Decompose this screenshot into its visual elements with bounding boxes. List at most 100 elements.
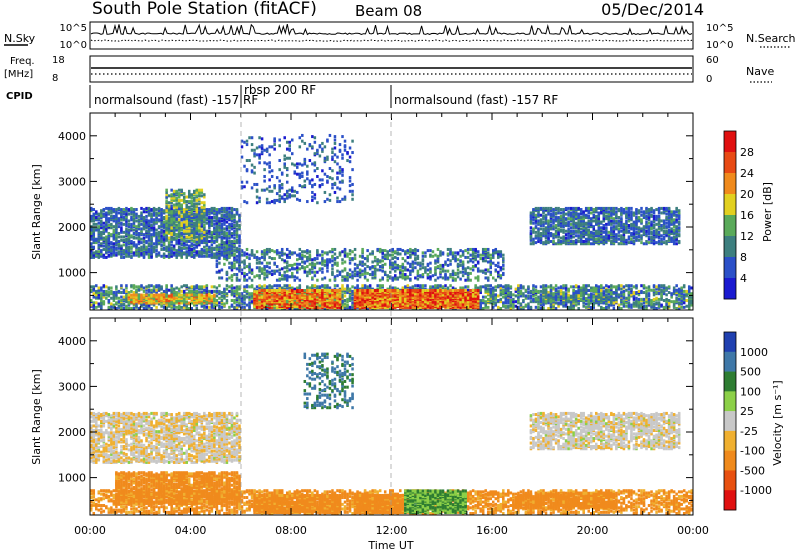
power-cell xyxy=(92,241,96,245)
power-cell xyxy=(165,254,168,258)
power-cell xyxy=(110,289,113,293)
power-cell xyxy=(243,294,246,298)
power-cell xyxy=(182,289,186,293)
power-cell xyxy=(115,210,118,214)
power-cell xyxy=(162,246,166,250)
power-cell xyxy=(105,249,108,253)
power-cell xyxy=(132,208,136,212)
power-cell xyxy=(190,204,194,208)
power-cell xyxy=(527,291,530,295)
power-cell xyxy=(167,204,171,208)
power-cell xyxy=(185,307,188,310)
power-cell xyxy=(150,208,153,212)
power-cell xyxy=(102,253,106,257)
power-cell xyxy=(223,287,226,291)
power-cell xyxy=(172,237,176,241)
nsky-strip-frame xyxy=(89,21,694,50)
power-cell xyxy=(100,219,103,223)
power-cell xyxy=(92,235,96,239)
power-cell xyxy=(170,249,173,253)
power-cell xyxy=(97,217,101,221)
power-cell xyxy=(253,287,256,291)
power-cell xyxy=(326,288,329,292)
power-cell xyxy=(208,289,211,293)
power-cell xyxy=(660,284,663,288)
power-cell xyxy=(223,227,226,231)
power-cell xyxy=(208,216,211,220)
power-cell xyxy=(122,249,126,253)
power-cell xyxy=(625,304,628,308)
power-cell xyxy=(157,218,161,222)
power-cell xyxy=(399,290,402,294)
power-cell xyxy=(220,294,224,298)
power-cell xyxy=(512,297,515,301)
power-cell xyxy=(682,293,686,297)
power-cell xyxy=(203,195,206,199)
power-cell xyxy=(235,227,239,231)
power-cell xyxy=(677,287,681,291)
power-cell xyxy=(100,286,103,290)
power-cell xyxy=(120,217,123,221)
power-cell xyxy=(180,305,183,309)
power-cell xyxy=(218,228,221,232)
power-cell xyxy=(185,246,188,250)
power-cell xyxy=(125,293,128,297)
power-cell xyxy=(90,303,93,307)
power-cell xyxy=(125,206,128,210)
power-cell xyxy=(125,209,128,213)
power-cell xyxy=(182,210,186,214)
power-cell xyxy=(190,219,194,223)
power-cell xyxy=(218,253,221,257)
power-cell xyxy=(170,206,173,210)
nsky-label: N.Sky xyxy=(4,32,36,45)
power-cell xyxy=(97,221,101,225)
power-cell xyxy=(346,288,349,292)
power-cell xyxy=(228,236,231,240)
power-cell xyxy=(220,219,224,223)
power-cell xyxy=(215,224,219,227)
power-cell xyxy=(122,230,126,234)
power-cell xyxy=(203,249,206,253)
power-cell xyxy=(115,293,118,297)
power-cell xyxy=(195,307,199,310)
power-cell xyxy=(225,246,229,250)
power-cell xyxy=(213,206,216,210)
power-cell xyxy=(142,307,146,310)
power-cell xyxy=(348,287,352,291)
power-cell xyxy=(155,211,158,215)
power-cell xyxy=(100,230,103,234)
power-cell xyxy=(137,235,141,239)
power-cell xyxy=(215,234,219,238)
power-cell xyxy=(177,198,181,202)
power-cell xyxy=(223,218,226,222)
power-cell xyxy=(105,292,108,296)
power-cell xyxy=(122,307,126,310)
power-cell xyxy=(175,213,178,217)
power-cell xyxy=(378,284,382,288)
power-cell xyxy=(376,284,379,288)
power-cell xyxy=(225,299,229,303)
power-cell xyxy=(680,286,683,290)
power-cell xyxy=(200,241,204,245)
power-cell xyxy=(235,230,239,234)
power-cell xyxy=(195,289,199,293)
power-cell xyxy=(685,304,688,308)
power-cell xyxy=(147,238,151,242)
power-cell xyxy=(193,216,196,220)
power-cell xyxy=(675,296,678,300)
power-cell xyxy=(130,210,133,214)
power-cell xyxy=(203,209,206,213)
power-cell xyxy=(142,243,146,247)
power-cell xyxy=(632,285,636,289)
power-cell xyxy=(278,284,281,288)
power-cell xyxy=(102,231,106,235)
power-cell xyxy=(112,228,116,232)
power-cell xyxy=(152,242,156,246)
power-cell xyxy=(110,206,113,210)
power-cell xyxy=(125,296,128,300)
power-cell xyxy=(190,225,194,229)
power-cell xyxy=(343,302,347,306)
power-cell xyxy=(130,307,133,310)
power-cell xyxy=(672,300,676,304)
power-cell xyxy=(140,211,143,215)
